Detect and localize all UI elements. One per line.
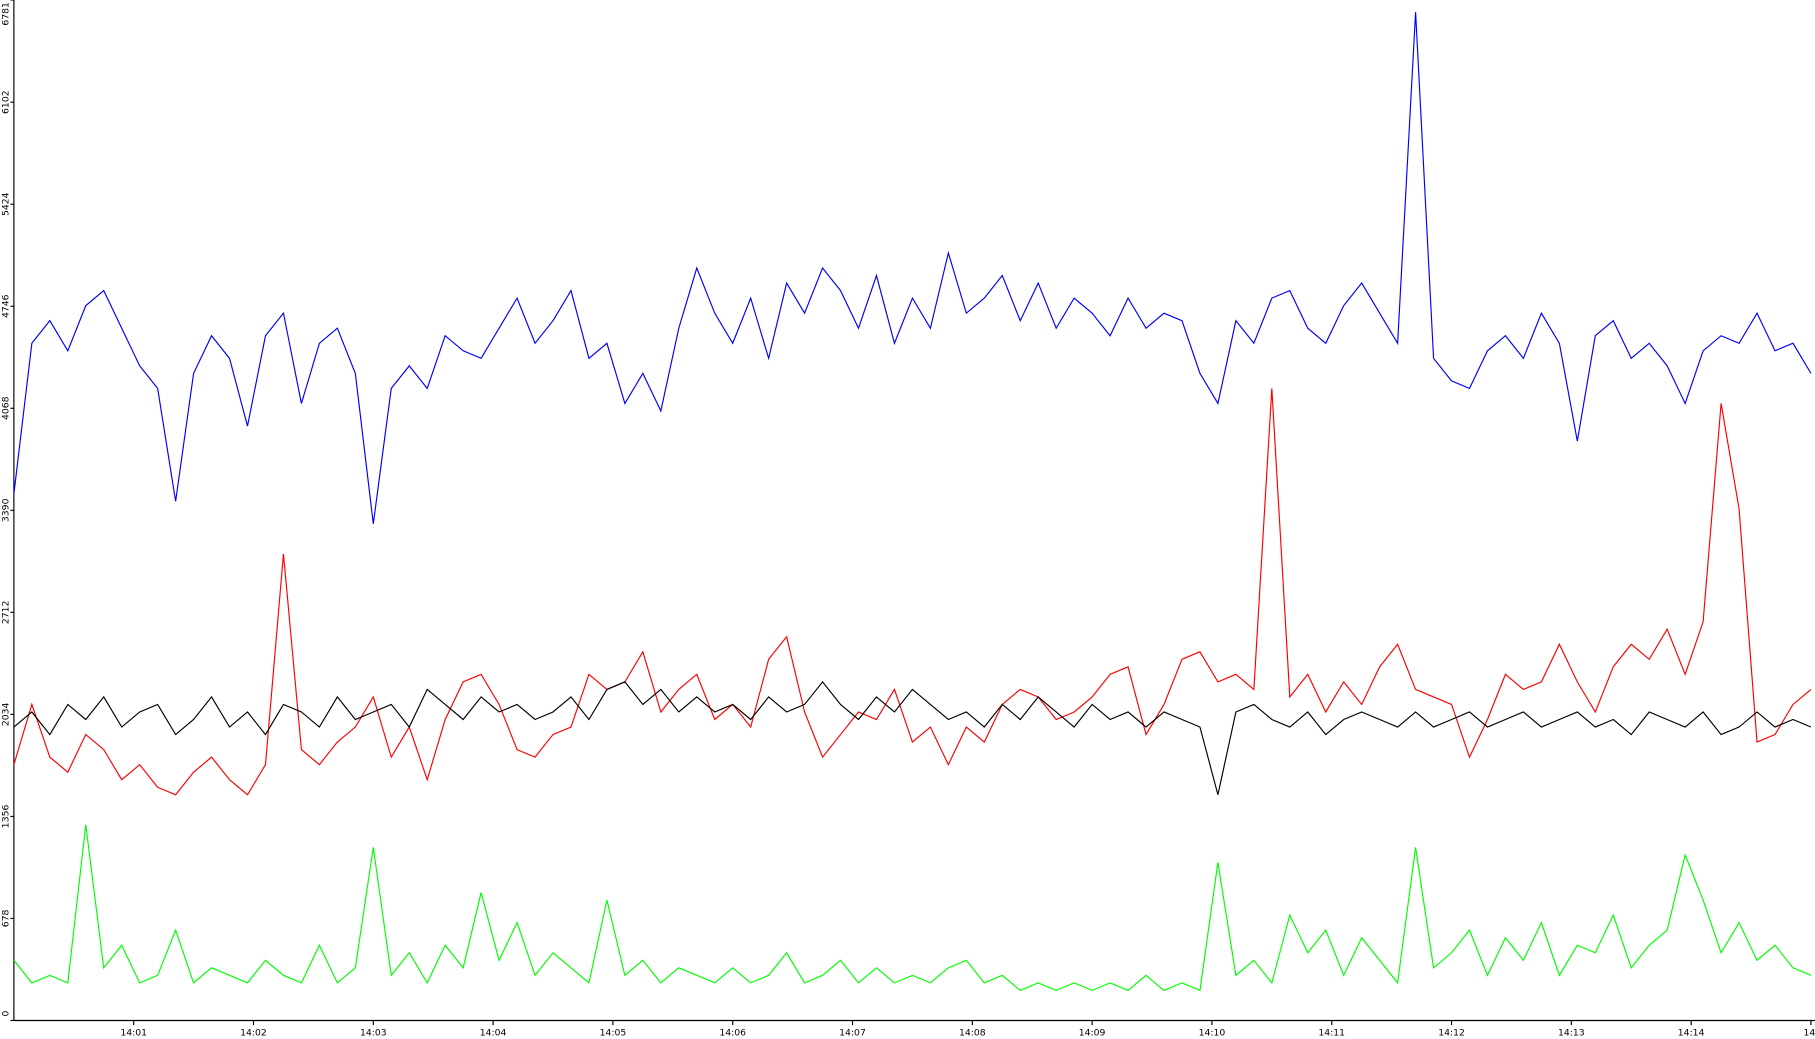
x-tick-label: 14:08 — [959, 1028, 986, 1039]
series-line — [13, 388, 1812, 796]
series-line — [13, 680, 1812, 795]
x-tick-label: 14:07 — [839, 1028, 866, 1039]
x-tick-label: 14:04 — [480, 1028, 507, 1039]
x-tick-label: 14:02 — [240, 1028, 267, 1039]
x-tick-label: 14:01 — [120, 1028, 147, 1039]
y-tick-label: 3390 — [0, 498, 11, 522]
y-tick-label: 2034 — [0, 703, 11, 727]
x-tick-label: 14: — [1804, 1028, 1815, 1039]
series-line — [13, 824, 1812, 992]
x-tick-label: 14:14 — [1678, 1028, 1705, 1039]
y-tick-label: 4746 — [0, 294, 11, 318]
x-tick-label: 14:12 — [1438, 1028, 1465, 1039]
x-tick-label: 14:03 — [360, 1028, 387, 1039]
x-tick-label: 14:05 — [600, 1028, 627, 1039]
x-tick-label: 14:13 — [1558, 1028, 1585, 1039]
x-tick-label: 14:06 — [719, 1028, 746, 1039]
x-tick-label: 14:11 — [1318, 1028, 1345, 1039]
y-tick-label: 0 — [0, 1010, 11, 1016]
y-tick-label: 4068 — [0, 396, 11, 420]
y-tick-label: 5424 — [0, 192, 11, 216]
x-tick-label: 14:09 — [1079, 1028, 1106, 1039]
y-tick-label: 678 — [0, 910, 11, 928]
x-tick-label: 14:10 — [1199, 1028, 1226, 1039]
y-tick-label: 6781 — [0, 2, 11, 26]
y-tick-label: 2712 — [0, 601, 11, 625]
y-tick-label: 6102 — [0, 90, 11, 114]
y-tick-label: 1356 — [0, 805, 11, 829]
series-line — [13, 12, 1812, 524]
